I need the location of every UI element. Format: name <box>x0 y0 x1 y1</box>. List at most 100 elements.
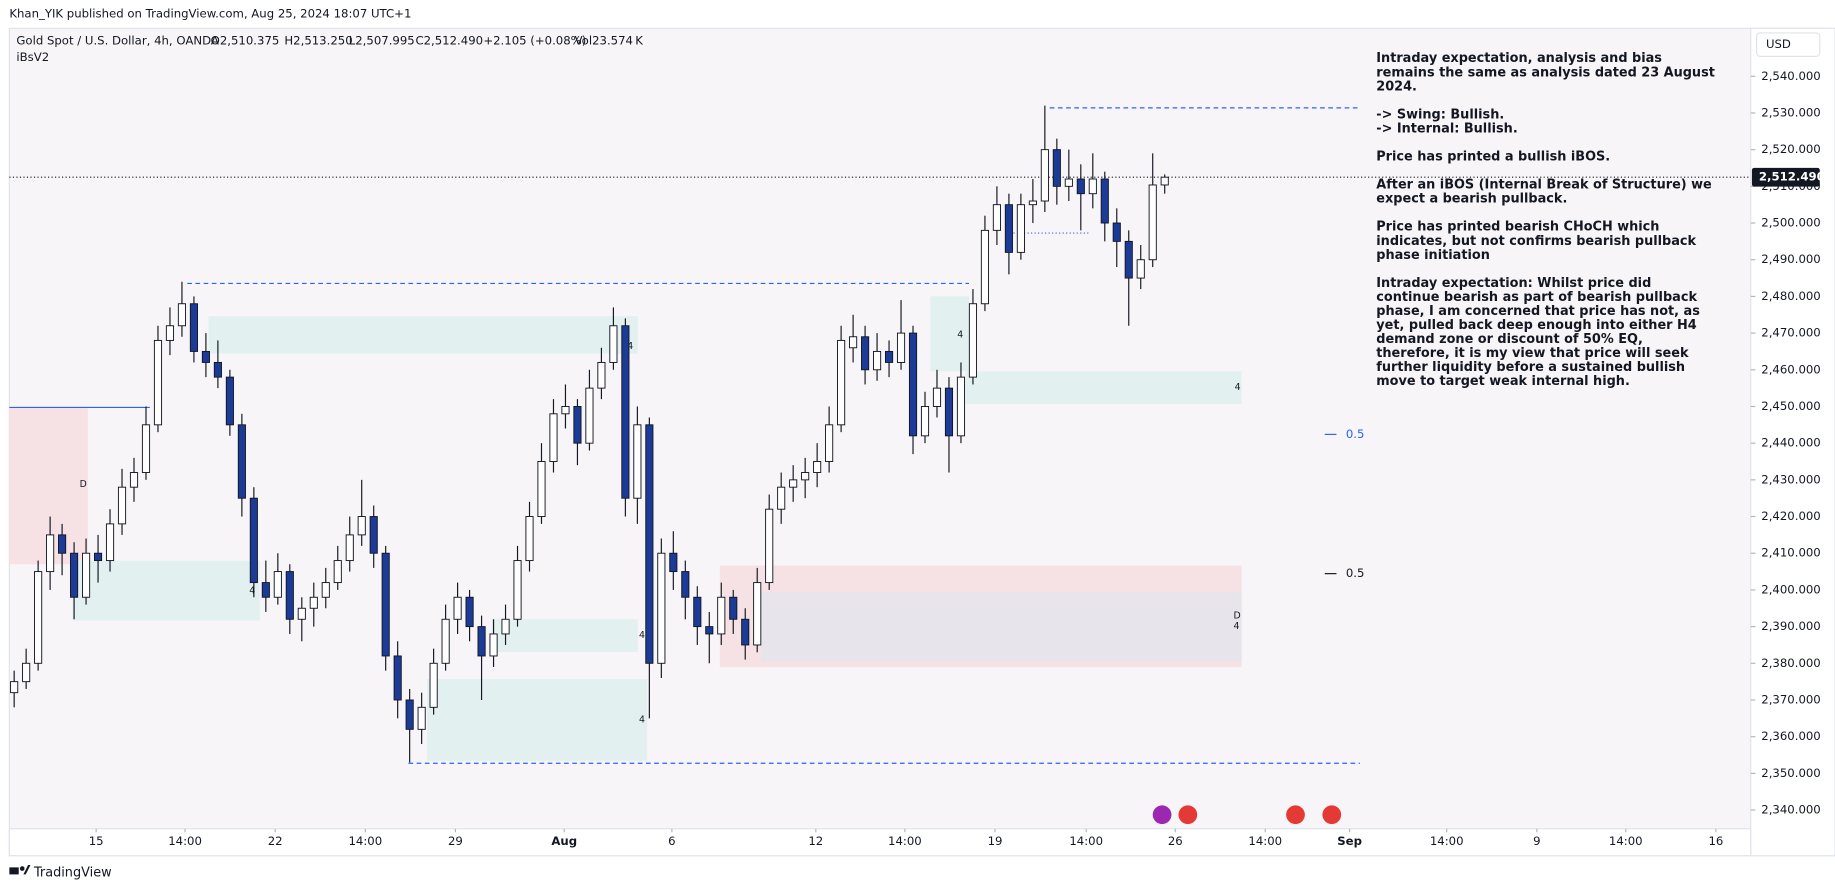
candle-body <box>429 662 438 708</box>
x-tick-label: 14:00 <box>1069 834 1103 848</box>
annotation-line: After an iBOS (Internal Break of Structu… <box>1376 178 1712 193</box>
y-tick-label: 2,370.000 <box>1761 692 1820 706</box>
candle-body <box>1040 149 1049 202</box>
candle-body <box>837 339 846 426</box>
zone-label: 4 <box>957 329 963 340</box>
annotation-line: expect a bearish pullback. <box>1376 192 1567 207</box>
candle-body <box>201 350 210 363</box>
annotation-line: remains the same as analysis dated 23 Au… <box>1376 65 1715 80</box>
candle-body <box>165 325 175 341</box>
candle-body <box>1016 204 1025 253</box>
candle-body <box>261 582 270 598</box>
y-tick-label: 2,440.000 <box>1761 436 1820 450</box>
event-icon[interactable] <box>1152 805 1172 825</box>
event-icon[interactable] <box>1322 805 1342 825</box>
fib-label: 0.5 <box>1346 566 1365 580</box>
zone-label: 4 <box>249 586 255 597</box>
y-tick-label: 2,350.000 <box>1761 766 1820 780</box>
candle-body <box>1148 184 1157 261</box>
x-tick-label: 14:00 <box>348 834 382 848</box>
demand-zone <box>427 678 648 761</box>
candle-body <box>1076 178 1085 195</box>
candle-body <box>573 406 582 444</box>
candle-body <box>1088 178 1097 195</box>
candle-body <box>992 204 1001 231</box>
candle-body <box>525 516 534 562</box>
candle-body <box>980 229 989 305</box>
overlap-zone <box>760 592 1242 662</box>
x-tick-label: 14:00 <box>1430 834 1464 848</box>
candle-body <box>465 596 474 628</box>
annotation-line: Intraday expectation: Whilst price did <box>1376 276 1651 291</box>
legend-change: +2.105 (+0.08%) <box>483 34 586 48</box>
x-tick-label: 16 <box>1708 834 1723 848</box>
candle-body <box>225 376 234 426</box>
y-tick-label: 2,500.000 <box>1761 216 1820 230</box>
candle-body <box>153 339 163 426</box>
zone-label: 4 <box>639 714 645 725</box>
candle-body <box>717 596 726 635</box>
candle-body <box>345 534 354 562</box>
x-tick-label: 22 <box>268 834 283 848</box>
y-tick-label: 2,410.000 <box>1761 546 1820 560</box>
x-tick-label: 19 <box>988 834 1003 848</box>
candle-body <box>273 571 282 598</box>
legend-volume: Vol23.574 K <box>575 34 644 48</box>
demand-zone <box>965 371 1242 404</box>
currency[interactable]: USD <box>1766 37 1791 51</box>
fib-label: 0.5 <box>1346 427 1365 441</box>
y-tick-label: 2,530.000 <box>1761 105 1820 119</box>
candle-body <box>1064 178 1073 187</box>
y-tick-label: 2,480.000 <box>1761 289 1820 303</box>
candle-body <box>873 350 882 371</box>
candle-body <box>585 387 594 444</box>
candle-body <box>1124 240 1133 279</box>
candle-body <box>537 461 546 518</box>
candle-body <box>765 508 774 584</box>
y-tick-label: 2,420.000 <box>1761 509 1820 523</box>
candle-body <box>70 552 79 598</box>
y-tick-label: 2,490.000 <box>1761 252 1820 266</box>
y-tick-label: 2,380.000 <box>1761 656 1820 670</box>
candle-body <box>357 516 366 536</box>
currency-button[interactable] <box>1756 32 1821 57</box>
annotation-line: 2024. <box>1376 79 1417 94</box>
candle-body <box>609 325 618 363</box>
candle-body <box>441 618 450 664</box>
x-tick-label: 14:00 <box>888 834 922 848</box>
candle-body <box>932 387 942 407</box>
candle-body <box>597 361 606 389</box>
candle-body <box>705 626 714 635</box>
event-icon[interactable] <box>1286 805 1305 825</box>
candle-body <box>129 472 139 488</box>
footer-logo <box>9 865 31 875</box>
candle-body <box>93 552 103 562</box>
y-tick-label: 2,470.000 <box>1761 326 1820 340</box>
candle-body <box>369 516 378 554</box>
publish-header: Khan_YIK published on TradingView.com, A… <box>9 7 411 21</box>
annotation-line: move to target weak internal high. <box>1376 374 1630 389</box>
candle-body <box>657 552 666 664</box>
y-tick-label: 2,390.000 <box>1761 619 1820 633</box>
candle-body <box>693 596 702 628</box>
candle-body <box>513 560 522 620</box>
candle-body <box>549 413 558 462</box>
indicator-name: iBsV2 <box>16 50 49 64</box>
candle-body <box>321 582 330 598</box>
candle-body <box>1052 149 1061 187</box>
event-icon[interactable] <box>1178 805 1198 825</box>
y-tick-label: 2,400.000 <box>1761 582 1820 596</box>
candle-body <box>561 406 570 415</box>
annotation-line: Intraday expectation, analysis and bias <box>1376 51 1662 66</box>
candle-body <box>1160 176 1169 186</box>
x-tick-label: 9 <box>1533 834 1540 848</box>
candle-body <box>477 626 486 657</box>
candle-body <box>501 618 510 635</box>
candle-body <box>789 479 798 488</box>
candle-body <box>944 387 954 437</box>
annotation-line: phase initiation <box>1376 248 1490 263</box>
candle-body <box>177 303 187 327</box>
annotation-line: yet, pulled back deep enough into either… <box>1376 318 1697 333</box>
zone-label: 4 <box>1233 621 1239 632</box>
logo-mark <box>19 866 25 871</box>
